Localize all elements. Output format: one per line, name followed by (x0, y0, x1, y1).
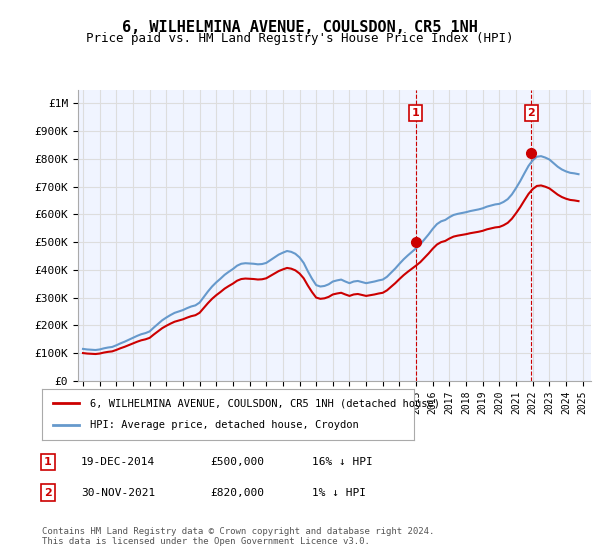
Text: 1: 1 (44, 457, 52, 467)
Text: 19-DEC-2014: 19-DEC-2014 (81, 457, 155, 467)
Text: 30-NOV-2021: 30-NOV-2021 (81, 488, 155, 498)
Text: 2: 2 (44, 488, 52, 498)
Text: 2: 2 (527, 108, 535, 118)
Text: 6, WILHELMINA AVENUE, COULSDON, CR5 1NH: 6, WILHELMINA AVENUE, COULSDON, CR5 1NH (122, 20, 478, 35)
Text: £820,000: £820,000 (210, 488, 264, 498)
Text: 6, WILHELMINA AVENUE, COULSDON, CR5 1NH (detached house): 6, WILHELMINA AVENUE, COULSDON, CR5 1NH … (91, 398, 440, 408)
Text: 1% ↓ HPI: 1% ↓ HPI (312, 488, 366, 498)
Text: 1: 1 (412, 108, 419, 118)
Text: £500,000: £500,000 (210, 457, 264, 467)
Text: HPI: Average price, detached house, Croydon: HPI: Average price, detached house, Croy… (91, 421, 359, 431)
Text: Contains HM Land Registry data © Crown copyright and database right 2024.
This d: Contains HM Land Registry data © Crown c… (42, 526, 434, 546)
Text: Price paid vs. HM Land Registry's House Price Index (HPI): Price paid vs. HM Land Registry's House … (86, 32, 514, 45)
Text: 16% ↓ HPI: 16% ↓ HPI (312, 457, 373, 467)
